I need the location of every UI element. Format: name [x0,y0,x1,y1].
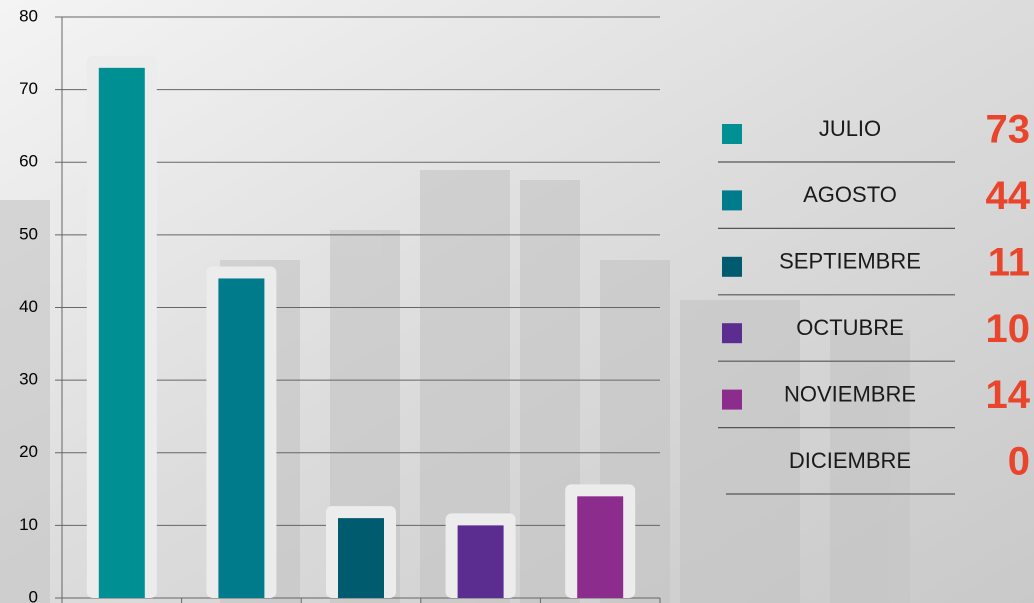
value-label: 11 [988,240,1030,284]
legend-label: NOVIEMBRE [784,381,916,406]
legend-label: JULIO [819,116,881,141]
value-label: 44 [986,174,1031,218]
legend-swatch [722,323,742,343]
legend-swatch [722,390,742,410]
legend-label: OCTUBRE [796,315,904,340]
y-tick-label: 10 [19,515,38,534]
y-tick-label: 80 [19,6,38,25]
bar [218,278,264,598]
y-tick-label: 50 [19,224,38,243]
y-tick-label: 0 [29,587,38,603]
legend-label: SEPTIEMBRE [779,249,921,274]
y-tick-label: 30 [19,370,38,389]
bar [458,525,504,598]
y-tick-label: 20 [19,442,38,461]
value-label: 0 [1008,440,1030,484]
y-tick-label: 40 [19,297,38,316]
legend-swatch [722,257,742,277]
bar [99,68,145,598]
legend-swatch [722,190,742,210]
legend-label: AGOSTO [803,182,897,207]
legend-label: DICIEMBRE [789,448,911,473]
value-label: 73 [986,108,1031,152]
bar [577,496,623,598]
legend-swatch [722,124,742,144]
chart: 0 10 20 30 40 50 60 70 80 JULIO 73 AGOSTO 44 SEPTIEMB… [0,0,1034,603]
y-tick-label: 70 [19,79,38,98]
bar [338,518,384,598]
value-label: 10 [986,307,1031,351]
y-tick-label: 60 [19,152,38,171]
value-label: 14 [986,373,1031,417]
